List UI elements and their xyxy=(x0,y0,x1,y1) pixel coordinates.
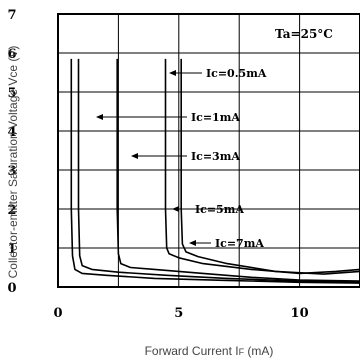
plot-frame xyxy=(57,13,360,288)
x-tick-label: 5 xyxy=(174,306,183,321)
y-tick-label: 2 xyxy=(7,203,16,218)
y-tick-label: 3 xyxy=(7,164,16,179)
series-annotation-label: Ic=0.5mA xyxy=(206,67,267,80)
condition-label: Ta=25°C xyxy=(275,27,333,41)
x-axis-label-main: Forward Current I xyxy=(145,344,239,358)
grid-lines xyxy=(58,14,360,287)
x-tick-label: 0 xyxy=(53,306,62,321)
y-tick-label: 4 xyxy=(7,125,16,140)
condition-label-group: Ta=25°C xyxy=(275,27,333,41)
series-line-1 xyxy=(70,58,360,284)
y-tick-label: 5 xyxy=(7,86,16,101)
series-annotation-label: Ic=7mA xyxy=(215,237,264,250)
series-annotation-label: Ic=5mA xyxy=(195,203,244,216)
series-curves xyxy=(70,58,360,284)
annotation-arrowhead xyxy=(172,206,179,212)
x-axis-label-unit: (mA) xyxy=(244,344,273,358)
annotation-arrowhead xyxy=(189,240,196,246)
y-tick-label: 0 xyxy=(7,281,16,296)
series-annotation-label: Ic=1mA xyxy=(191,111,240,124)
tick-labels: 0 1 2 3 4 5 6 7 0 5 10 xyxy=(7,8,308,321)
series-line-3 xyxy=(116,58,360,282)
y-axis-label: Collector-emitter Saturation Voltage Vce… xyxy=(6,46,20,279)
series-line-5 xyxy=(180,58,360,275)
annotation-arrowhead xyxy=(169,70,176,76)
x-axis-label-subscript: F xyxy=(239,347,245,357)
annotation-arrowhead xyxy=(131,153,138,159)
series-annotation-label: Ic=3mA xyxy=(191,150,240,163)
annotations: Ic=0.5mA Ic=1mA Ic=3mA Ic=5mA Ic=7mA xyxy=(96,67,267,250)
series-line-2 xyxy=(77,58,360,284)
x-axis-label: Forward Current IF (mA) xyxy=(145,344,274,358)
y-tick-label: 6 xyxy=(7,47,16,62)
annotation-arrowhead xyxy=(96,114,103,120)
y-tick-label: 7 xyxy=(7,8,16,23)
y-tick-label: 1 xyxy=(7,242,16,257)
series-line-4 xyxy=(164,58,360,275)
x-tick-label: 10 xyxy=(291,306,309,321)
